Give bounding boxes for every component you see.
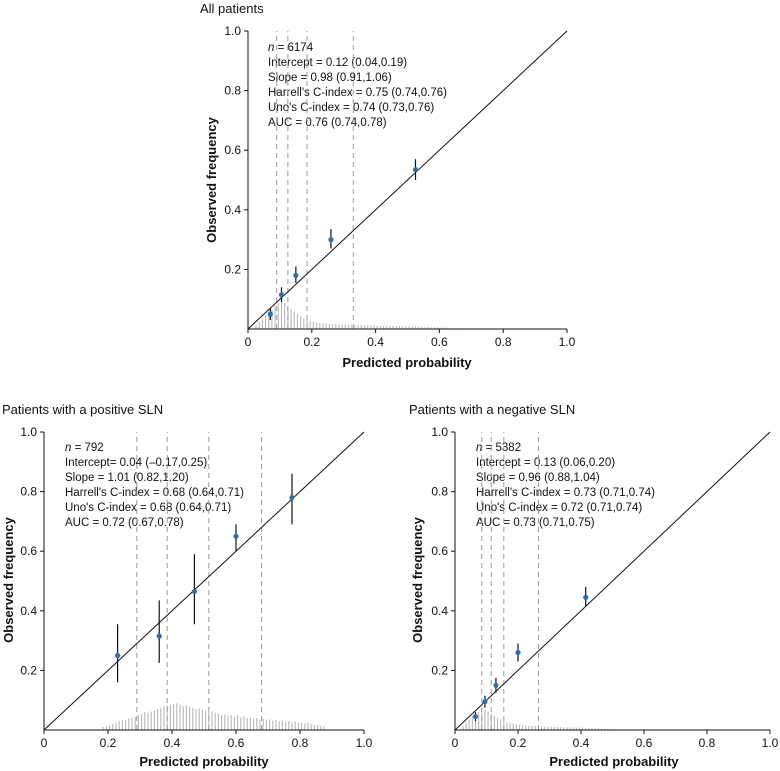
calibration-point — [289, 494, 295, 501]
stat-n-value: = 5382 — [482, 442, 521, 454]
y-tick-label: 0.2 — [224, 262, 241, 276]
stat-n: n = 792 — [65, 442, 104, 454]
panel-positive-sln: Patients with a positive SLN n = 792 Int… — [1, 402, 373, 769]
calibration-point — [233, 533, 239, 539]
calibration-point — [267, 311, 273, 317]
stats-block: n = 5382 Intercept = 0.13 (0.06,0.20) Sl… — [476, 442, 655, 529]
calibration-point — [278, 292, 285, 298]
stat-n-value: = 792 — [71, 442, 103, 454]
plot-area: 0 0.2 0.4 0.6 0.8 1.0 0.2 0.4 0.6 0.8 1.0 — [20, 425, 372, 750]
calibration-point — [515, 649, 521, 656]
stat-harrell-c: Harrell's C-index = 0.68 (0.64,0.71) — [65, 487, 244, 499]
stat-intercept: Intercept= 0.04 (–0.17,0.25) — [65, 457, 207, 469]
calibration-point — [583, 594, 589, 600]
stat-intercept: Intercept = 0.13 (0.06,0.20) — [476, 457, 615, 469]
y-tick-label: 0.4 — [20, 604, 37, 618]
stat-auc: AUC = 0.76 (0.74,0.78) — [268, 117, 387, 129]
stat-n-symbol: n — [476, 442, 482, 454]
x-tick-label: 0.2 — [303, 335, 320, 349]
plot-area: 0 0.2 0.4 0.6 0.8 1.0 0.2 0.4 0.6 0.8 1.0 — [224, 24, 575, 349]
x-axis-label: Predicted probability — [342, 355, 472, 370]
stat-harrell-c: Harrell's C-index = 0.75 (0.74,0.76) — [268, 87, 447, 99]
stat-harrell-c: Harrell's C-index = 0.73 (0.71,0.74) — [476, 487, 655, 499]
x-tick-label: 0.8 — [699, 736, 716, 750]
y-axis-label: Observed frequency — [1, 516, 16, 642]
calibration-point — [156, 633, 162, 639]
x-tick-label: 0.2 — [100, 736, 117, 750]
y-tick-label: 0.4 — [224, 203, 241, 217]
x-tick-label: 0.6 — [431, 335, 448, 349]
x-tick-label: 1.0 — [559, 335, 576, 349]
calibration-point — [482, 699, 488, 705]
x-tick-label: 1.0 — [356, 736, 373, 750]
calibration-point — [493, 682, 499, 688]
stat-slope: Slope = 0.98 (0.91,1.06) — [268, 72, 392, 84]
stats-block: n = 6174 Intercept = 0.12 (0.04,0.19) Sl… — [268, 42, 447, 129]
stat-auc: AUC = 0.72 (0.67,0.78) — [65, 517, 184, 529]
y-tick-label: 0.6 — [224, 143, 241, 157]
x-tick-label: 0.6 — [636, 736, 653, 750]
x-tick-label: 0.4 — [573, 736, 590, 750]
calibration-point — [328, 237, 334, 243]
panel-title: All patients — [200, 1, 264, 16]
panel-title: Patients with a positive SLN — [2, 402, 163, 417]
stat-slope: Slope = 0.96 (0.88,1.04) — [476, 472, 600, 484]
x-tick-label: 0 — [41, 736, 48, 750]
y-tick-label: 1.0 — [431, 425, 448, 439]
y-tick-label: 0.8 — [20, 485, 37, 499]
stat-n-symbol: n — [268, 42, 274, 54]
x-tick-label: 0.4 — [164, 736, 181, 750]
stats-block: n = 792 Intercept= 0.04 (–0.17,0.25) Slo… — [65, 442, 244, 529]
x-tick-label: 0.6 — [228, 736, 245, 750]
x-tick-label: 0.8 — [292, 736, 309, 750]
y-tick-label: 0.2 — [20, 663, 37, 677]
y-tick-label: 1.0 — [20, 425, 37, 439]
ideal-calibration-line — [247, 30, 568, 330]
y-tick-label: 0.8 — [224, 84, 241, 98]
plot-area: 0 0.2 0.4 0.6 0.8 1.0 0.2 0.4 0.6 0.8 1.0 — [431, 425, 778, 750]
y-tick-label: 0.4 — [431, 604, 448, 618]
y-tick-label: 0.6 — [20, 544, 37, 558]
stat-n-value: = 6174 — [274, 42, 313, 54]
x-axis-label: Predicted probability — [549, 754, 679, 769]
panel-all-patients: All patients n = 6174 Intercept = 0.12 (… — [200, 1, 576, 370]
x-axis-label: Predicted probability — [139, 754, 269, 769]
y-tick-label: 1.0 — [224, 24, 241, 38]
x-tick-label: 0 — [452, 736, 459, 750]
calibration-point — [191, 588, 197, 595]
x-tick-label: 0 — [245, 335, 252, 349]
stat-n: n = 5382 — [476, 442, 521, 454]
x-tick-label: 1.0 — [762, 736, 779, 750]
calibration-point — [115, 652, 121, 659]
stat-auc: AUC = 0.73 (0.71,0.75) — [476, 517, 595, 529]
stat-n-symbol: n — [65, 442, 71, 454]
x-tick-label: 0.8 — [495, 335, 512, 349]
y-axis-label: Observed frequency — [410, 516, 425, 642]
ideal-calibration-line — [43, 431, 365, 731]
y-tick-label: 0.2 — [431, 663, 448, 677]
y-tick-label: 0.8 — [431, 485, 448, 499]
stat-uno-c: Uno's C-index = 0.72 (0.71,0.74) — [476, 502, 642, 514]
stat-n: n = 6174 — [268, 42, 314, 54]
panel-negative-sln: Patients with a negative SLN n = 5382 In… — [409, 402, 779, 769]
y-axis-label: Observed frequency — [204, 116, 219, 242]
calibration-point — [472, 713, 479, 720]
y-tick-label: 0.6 — [431, 544, 448, 558]
calibration-point — [412, 166, 419, 173]
x-tick-label: 0.4 — [367, 335, 384, 349]
ideal-calibration-line — [454, 431, 771, 731]
stat-uno-c: Uno's C-index = 0.74 (0.73,0.76) — [268, 102, 434, 114]
calibration-point — [293, 272, 299, 278]
panel-title: Patients with a negative SLN — [409, 402, 575, 417]
stat-slope: Slope = 1.01 (0.82,1.20) — [65, 472, 189, 484]
stat-uno-c: Uno's C-index = 0.68 (0.64,0.71) — [65, 502, 231, 514]
stat-intercept: Intercept = 0.12 (0.04,0.19) — [268, 57, 407, 69]
x-tick-label: 0.2 — [510, 736, 527, 750]
